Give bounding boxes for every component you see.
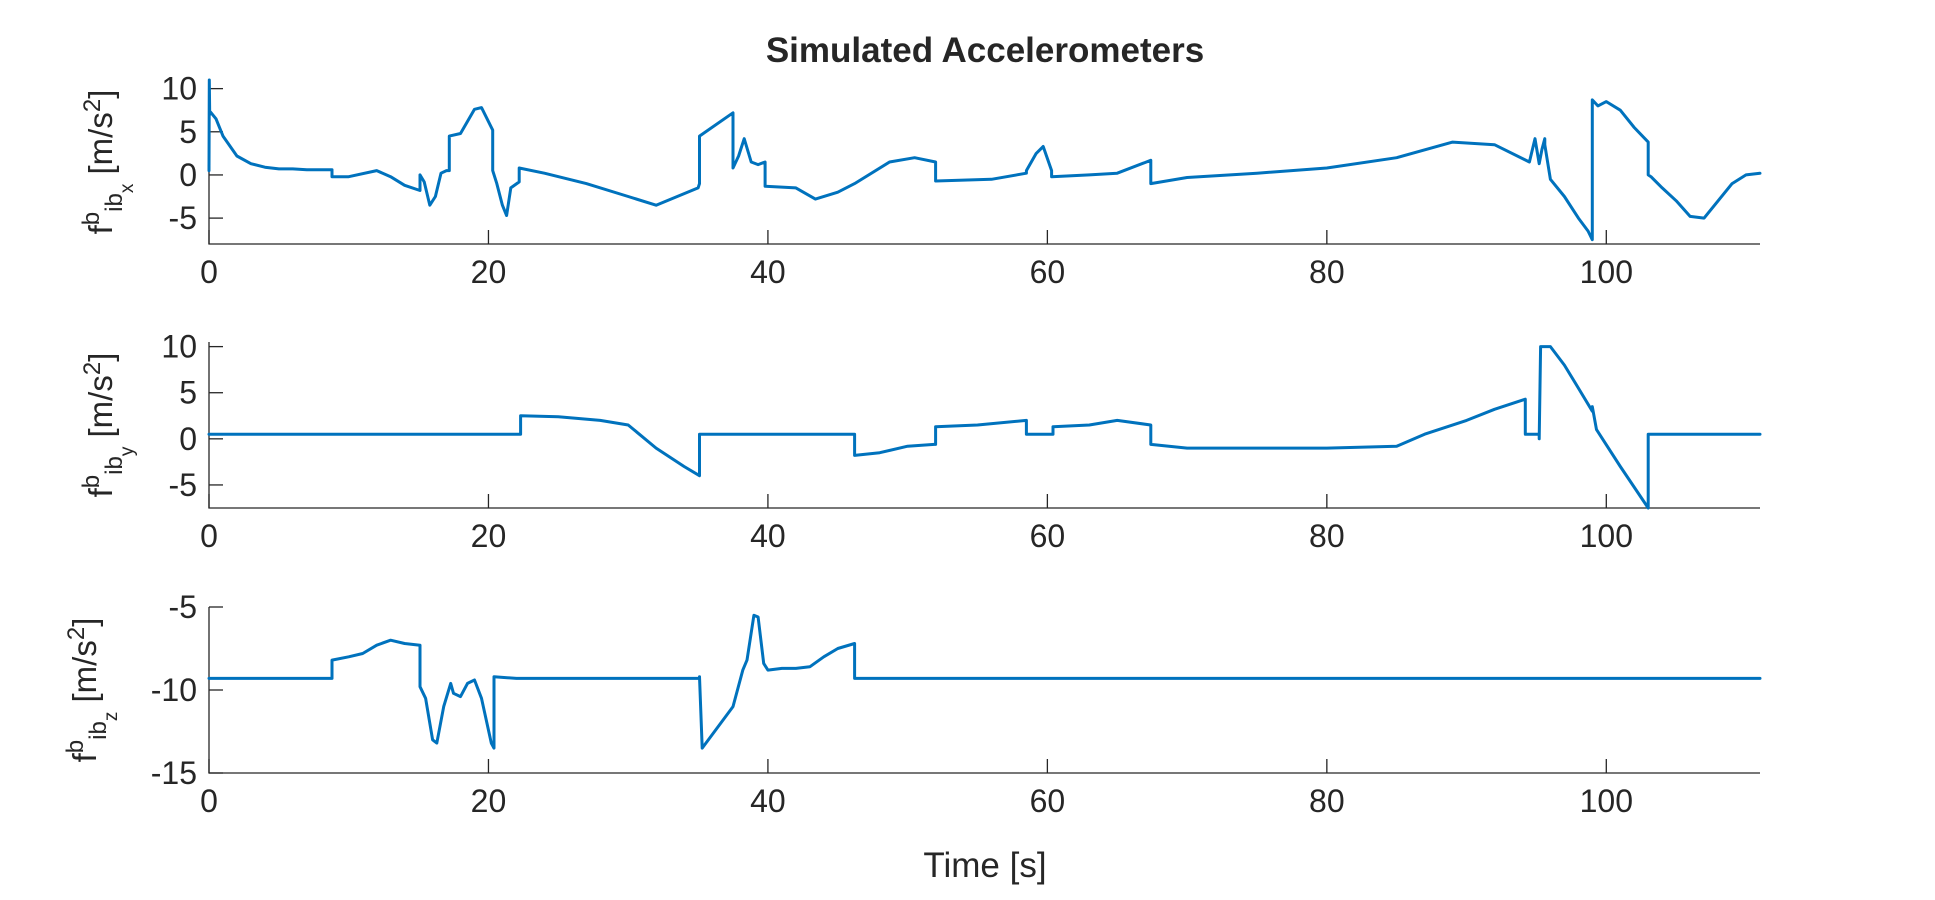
x-tick-label-x: 60 [1030, 254, 1066, 290]
y-tick-label-x: 10 [161, 71, 197, 107]
y-tick-label-x: 0 [179, 157, 197, 193]
x-tick-label-z: 40 [750, 783, 786, 819]
y-axis-label-z: fbibz [m/s2] [62, 618, 122, 763]
x-tick-label-x: 0 [200, 254, 218, 290]
series-line-x [207, 78, 1762, 242]
x-axis-label: Time [s] [923, 846, 1046, 885]
chart-title: Simulated Accelerometers [766, 31, 1204, 70]
x-tick-label-y: 100 [1580, 518, 1633, 554]
y-tick-label-z: -10 [151, 672, 197, 708]
plot-frame-z [208, 607, 1760, 774]
y-tick-label-y: -5 [169, 467, 197, 503]
x-tick-label-y: 80 [1309, 518, 1345, 554]
x-tick-label-x: 40 [750, 254, 786, 290]
y-tick-label-x: 5 [179, 114, 197, 150]
x-tick-label-z: 80 [1309, 783, 1345, 819]
x-tick-label-y: 20 [471, 518, 507, 554]
ticks-z: 0 20 40 60 80 100 -5 -10 -15 [151, 589, 1633, 819]
x-tick-label-y: 0 [200, 518, 218, 554]
y-tick-label-y: 5 [179, 375, 197, 411]
y-tick-label-x: -5 [169, 200, 197, 236]
y-tick-label-y: 0 [179, 421, 197, 457]
x-tick-label-x: 80 [1309, 254, 1345, 290]
y-axis-label-y: fbiby [m/s2] [78, 353, 138, 498]
x-tick-label-y: 60 [1030, 518, 1066, 554]
x-tick-label-z: 60 [1030, 783, 1066, 819]
y-tick-label-z: -5 [169, 589, 197, 625]
x-tick-label-y: 40 [750, 518, 786, 554]
y-tick-label-y: 10 [161, 329, 197, 365]
y-axis-label-x: fbibx [m/s2] [78, 90, 138, 235]
series-line-y [207, 345, 1762, 510]
x-tick-label-x: 20 [471, 254, 507, 290]
x-tick-label-x: 100 [1580, 254, 1633, 290]
subplot-z: 0 20 40 60 80 100 -5 -10 -15 fbibz [m/s2] [62, 589, 1762, 819]
y-tick-label-z: -15 [151, 755, 197, 791]
x-tick-label-z: 20 [471, 783, 507, 819]
series-line-z [207, 613, 1762, 750]
x-tick-label-z: 0 [200, 783, 218, 819]
x-tick-label-z: 100 [1580, 783, 1633, 819]
